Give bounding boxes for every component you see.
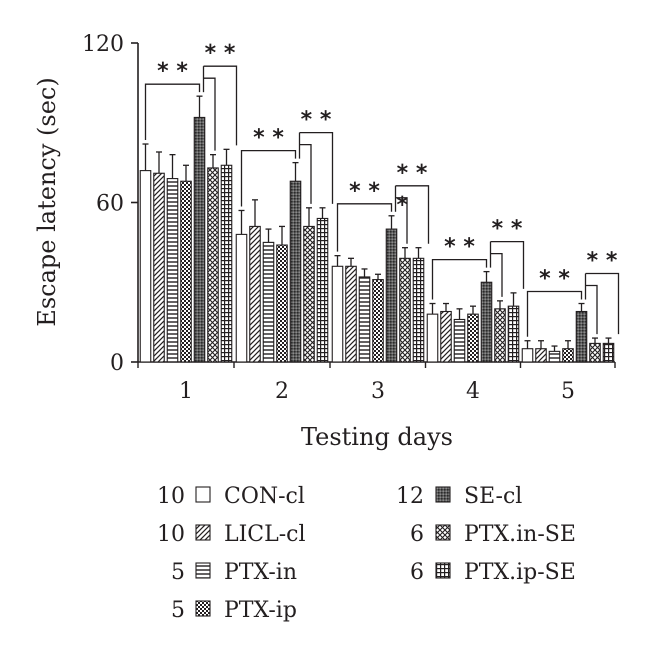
legend-label: PTX.ip-SE xyxy=(464,560,576,585)
legend-swatch xyxy=(195,486,211,503)
significance-label: * * xyxy=(349,179,380,204)
significance-label: * * xyxy=(539,267,570,292)
significance-bracket xyxy=(203,77,216,151)
bar xyxy=(180,180,192,363)
bar xyxy=(412,257,425,363)
bar xyxy=(480,281,493,363)
bar xyxy=(440,310,452,363)
bar xyxy=(372,279,384,363)
significance-bracket xyxy=(240,149,297,207)
bar xyxy=(193,116,206,363)
significance-bracket xyxy=(490,240,525,289)
bar xyxy=(521,348,534,363)
significance-bracket xyxy=(336,203,393,252)
significance-label: * * xyxy=(587,249,618,274)
legend-swatch xyxy=(195,600,211,617)
y-axis-title: Escape latency (sec) xyxy=(33,77,61,326)
significance-label: * * xyxy=(397,161,428,186)
significance-label: * * xyxy=(492,217,523,242)
legend-n: 12 xyxy=(396,484,424,509)
legend-label: LICL-cl xyxy=(224,522,306,547)
plot-area: 0 60 120 1 2 3 4 5 * * * * * * * * * * * * * * * * * * * *… xyxy=(82,32,620,404)
legend-n: 6 xyxy=(410,560,424,585)
x-tick-label: 1 xyxy=(179,379,193,404)
y-tick-label: 60 xyxy=(96,192,124,217)
significance-bracket xyxy=(490,252,503,297)
legend-label: PTX-in xyxy=(224,560,297,585)
legend-swatch xyxy=(195,562,211,579)
bar xyxy=(220,164,233,363)
significance-bracket xyxy=(203,65,238,146)
bar xyxy=(602,342,615,363)
legend-label: PTX-ip xyxy=(224,598,297,623)
bar xyxy=(153,172,165,363)
legend-swatch xyxy=(435,562,451,579)
significance-label: * * xyxy=(205,41,236,66)
bar xyxy=(399,257,411,363)
bar xyxy=(139,170,152,363)
bar xyxy=(235,233,248,363)
bar xyxy=(289,180,302,363)
bar xyxy=(575,310,588,363)
significance-bracket xyxy=(299,131,334,204)
legend-swatch xyxy=(435,486,451,503)
significance-bracket xyxy=(299,143,312,204)
significance-bracket xyxy=(395,185,430,244)
significance-label: * * xyxy=(157,59,188,84)
legend-label: SE-cl xyxy=(464,484,522,509)
bar xyxy=(385,228,398,363)
bar xyxy=(494,308,506,363)
bar xyxy=(562,348,574,363)
bar xyxy=(548,350,561,363)
significance-label: * * xyxy=(253,126,284,151)
legend-n: 5 xyxy=(171,598,185,623)
bar xyxy=(303,225,315,363)
significance-bracket xyxy=(395,197,408,244)
significance-label: * * xyxy=(444,235,475,260)
significance-bracket xyxy=(431,258,488,300)
x-tick-label: 5 xyxy=(561,379,575,404)
bar xyxy=(358,276,371,363)
bar xyxy=(316,217,329,363)
legend-swatch xyxy=(195,524,211,541)
x-tick-label: 3 xyxy=(371,379,385,404)
legend-label: CON-cl xyxy=(224,484,305,509)
y-tick-label: 120 xyxy=(82,32,124,57)
x-tick-label: 2 xyxy=(275,379,289,404)
significance-label: * xyxy=(396,193,408,218)
bar xyxy=(467,313,479,363)
bar xyxy=(207,167,219,363)
significance-label: * * xyxy=(301,108,332,133)
bar xyxy=(507,305,520,363)
legend-n: 10 xyxy=(157,484,185,509)
significance-bracket xyxy=(585,284,598,335)
legend: 10 CON-cl 10 LICL-cl 5 PTX-in 5 PTX-ip 12 SE-cl 6 P… xyxy=(157,484,576,623)
legend-n: 10 xyxy=(157,522,185,547)
bar xyxy=(249,225,261,363)
bar xyxy=(166,178,179,363)
bar xyxy=(331,265,344,363)
bar xyxy=(426,313,439,363)
bar xyxy=(262,241,275,363)
bar xyxy=(276,244,288,363)
significance-bracket xyxy=(526,290,583,337)
significance-bracket xyxy=(585,272,620,335)
y-tick-label: 0 xyxy=(110,351,124,376)
bar xyxy=(535,348,547,363)
x-axis-title: Testing days xyxy=(301,423,453,451)
legend-swatch xyxy=(435,524,451,541)
x-tick-label: 4 xyxy=(466,379,480,404)
bar xyxy=(453,318,466,363)
legend-n: 6 xyxy=(410,522,424,547)
bar xyxy=(589,342,601,363)
legend-n: 5 xyxy=(171,560,185,585)
legend-label: PTX.in-SE xyxy=(464,522,576,547)
significance-bracket xyxy=(144,83,201,141)
bar xyxy=(345,265,357,363)
